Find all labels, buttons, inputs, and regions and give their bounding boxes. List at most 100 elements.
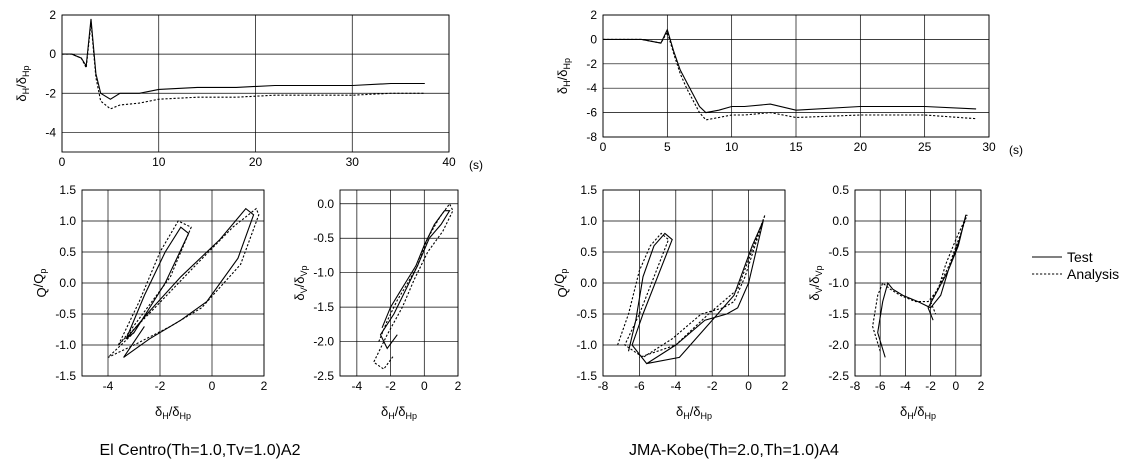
y-tick-label: -2.5 (828, 369, 849, 383)
y-tick-label: 0.0 (580, 276, 597, 290)
y-tick-label: -1.0 (313, 266, 334, 280)
y-axis-label: Q/Qp (552, 269, 570, 298)
y-tick-label: 0.5 (832, 183, 849, 197)
x-tick-label: -8 (850, 379, 861, 393)
x-tick-label: 0 (600, 140, 607, 154)
legend-label-test: Test (1067, 249, 1093, 265)
y-tick-label: -0.5 (55, 307, 76, 321)
y-tick-label: 2 (49, 8, 56, 22)
x-tick-label: 2 (978, 379, 985, 393)
y-tick-label: 1.5 (580, 183, 597, 197)
x-unit-label: (s) (1009, 143, 1023, 157)
chart-elcentro-v: -2.5 -2.0 -1.5 -1.0 -0.5 0.0 -4 -2 0 2 δH/δHp δV/δV… (292, 189, 462, 421)
plot-frame (81, 189, 265, 377)
x-unit-label: (s) (469, 158, 483, 172)
x-tick-label: -4 (352, 379, 363, 393)
y-tick-label: 0 (49, 47, 56, 61)
series-test-line (627, 220, 764, 365)
x-tick-label: -2 (925, 379, 936, 393)
legend-label-analysis: Analysis (1067, 266, 1119, 282)
y-axis-label: Q/Qp (31, 269, 49, 298)
x-tick-label: 25 (918, 140, 932, 154)
y-tick-label: 0 (590, 32, 597, 46)
y-tick-label: 2 (590, 8, 597, 22)
x-tick-label: 20 (249, 155, 263, 169)
y-tick-label: -2 (45, 86, 56, 100)
x-tick-label: -6 (634, 379, 645, 393)
y-tick-label: 0.0 (59, 276, 76, 290)
y-tick-label: -0.5 (313, 231, 334, 245)
x-tick-label: -8 (598, 379, 609, 393)
y-tick-label: 0.5 (580, 245, 597, 259)
y-tick-label: -1.0 (828, 276, 849, 290)
x-axis-label: δH/δHp (155, 404, 191, 421)
x-tick-label: 2 (261, 379, 268, 393)
series-analysis-line (62, 22, 425, 110)
caption-el-centro: El Centro(Th=1.0,Tv=1.0)A2 (100, 442, 301, 459)
x-tick-label: -4 (103, 379, 114, 393)
plot-frame (61, 14, 450, 153)
y-tick-label: 1.0 (580, 214, 597, 228)
chart-kobe-v: -2.5 -2.0 -1.5 -1.0 -0.5 0.0 0.5 -8 -6 -4 -2 0 2 δH/δ… (807, 183, 985, 421)
x-tick-label: 10 (725, 140, 739, 154)
x-tick-label: 10 (152, 155, 166, 169)
series-analysis-line (603, 30, 977, 121)
y-tick-label: -2.0 (828, 338, 849, 352)
series-analysis-line (872, 214, 968, 352)
plot-frame (602, 14, 990, 138)
legend: Test Analysis (1032, 249, 1119, 282)
series-test-line (62, 18, 425, 100)
y-tick-label: 1.0 (59, 214, 76, 228)
x-tick-label: -6 (875, 379, 886, 393)
y-tick-label: -1.5 (55, 369, 76, 383)
y-tick-label: -1.0 (576, 338, 597, 352)
x-tick-label: 2 (455, 379, 462, 393)
x-tick-label: 2 (782, 379, 789, 393)
y-tick-label: -0.5 (828, 245, 849, 259)
chart-kobe-q: -1.5 -1.0 -0.5 0.0 0.5 1.0 1.5 -8 -6 -4 -2 0 2 δH/δHp… (552, 183, 789, 421)
x-tick-label: 5 (664, 140, 671, 154)
x-tick-label: 15 (789, 140, 803, 154)
caption-jma-kobe: JMA-Kobe(Th=2.0,Th=1.0)A4 (629, 442, 839, 459)
series-test-line (603, 28, 977, 114)
y-tick-label: -0.5 (576, 307, 597, 321)
x-tick-label: 0 (952, 379, 959, 393)
plot-frame (854, 189, 982, 377)
x-tick-label: -4 (670, 379, 681, 393)
plot-frame (602, 189, 786, 377)
y-tick-label: -4 (586, 81, 597, 95)
series-analysis-line (107, 207, 260, 358)
y-axis-label: δH/δHp (555, 58, 572, 94)
x-tick-label: -2 (155, 379, 166, 393)
y-tick-label: -1.5 (828, 307, 849, 321)
y-tick-label: -6 (586, 106, 597, 120)
y-tick-label: -1.5 (576, 369, 597, 383)
y-tick-label: -2.0 (313, 335, 334, 349)
x-tick-label: 0 (59, 155, 66, 169)
y-tick-label: -2.5 (313, 369, 334, 383)
y-axis-label: δH/δHp (14, 65, 31, 101)
plot-frame (339, 189, 459, 377)
x-tick-label: 40 (442, 155, 456, 169)
x-tick-label: 30 (346, 155, 360, 169)
x-tick-label: -4 (900, 379, 911, 393)
y-tick-label: -1.5 (313, 300, 334, 314)
x-tick-label: 0 (209, 379, 216, 393)
series-analysis-line (617, 214, 766, 359)
y-tick-label: 0.0 (832, 214, 849, 228)
x-tick-label: 20 (854, 140, 868, 154)
x-axis-label: δH/δHp (676, 404, 712, 421)
y-tick-label: -4 (45, 125, 56, 139)
y-tick-label: -1.0 (55, 338, 76, 352)
y-axis-label: δV/δVp (292, 265, 309, 300)
x-axis-label: δH/δHp (381, 404, 417, 421)
y-tick-label: -8 (586, 130, 597, 144)
x-tick-label: -2 (385, 379, 396, 393)
x-axis-label: δH/δHp (900, 404, 936, 421)
y-tick-label: -2 (586, 57, 597, 71)
y-axis-label: δV/δVp (807, 265, 824, 300)
x-tick-label: 0 (421, 379, 428, 393)
